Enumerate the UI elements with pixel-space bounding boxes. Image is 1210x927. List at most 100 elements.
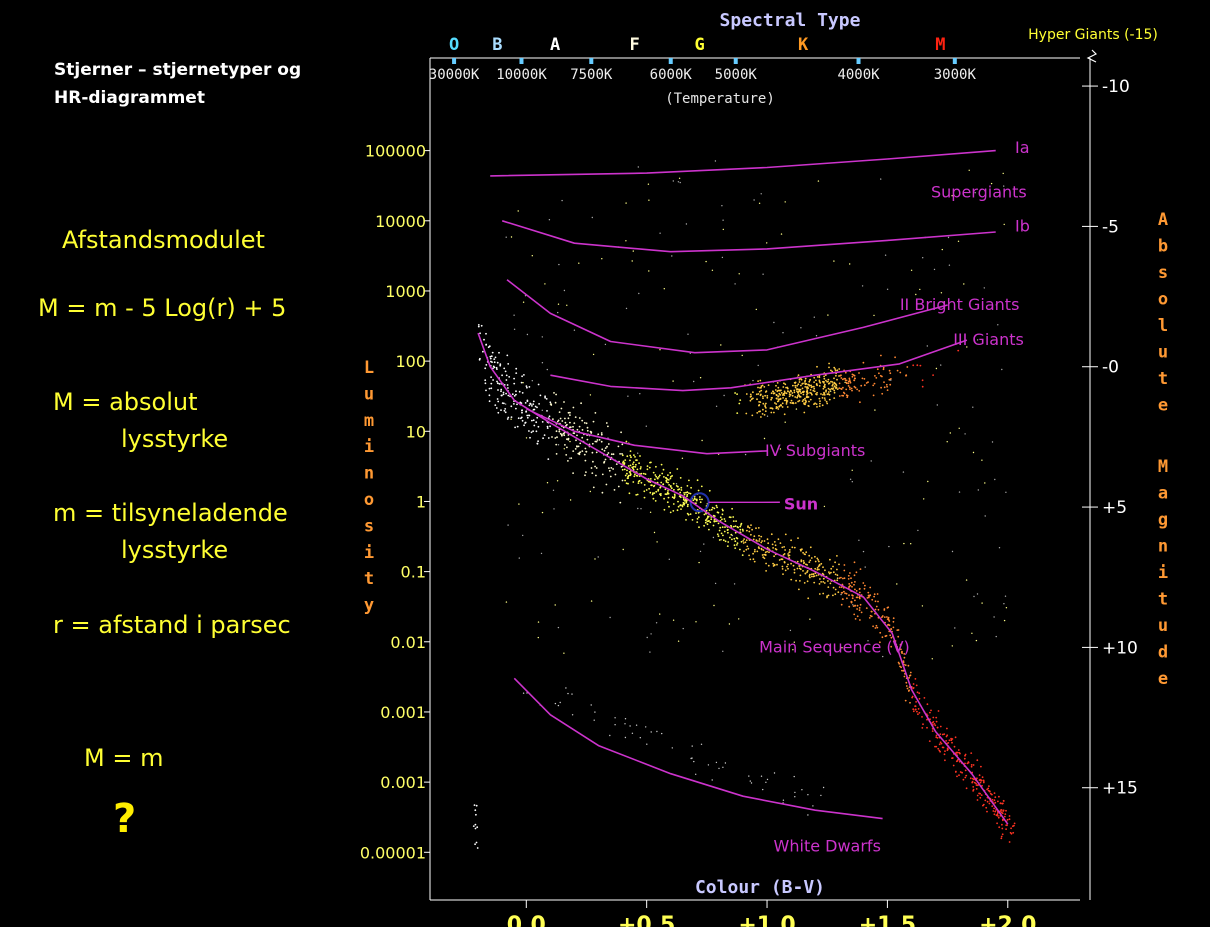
star-dot [774,548,777,550]
star-dot [832,383,834,386]
star-dot [480,324,483,327]
def-apparent-magnitude-2: lysstyrke [121,536,229,564]
star-dot [671,475,673,477]
star-dot [832,594,834,597]
star-dot [1001,833,1004,836]
star-dot [567,692,569,695]
star-dot [805,551,808,554]
star-dot [475,804,478,807]
star-dot [721,513,724,516]
star-dot [528,430,530,432]
star-dot [502,391,505,394]
star-dot [805,390,808,393]
star-dot [608,467,610,469]
star-dot [884,254,887,256]
star-dot [691,757,693,759]
star-dot [713,520,716,523]
star-dot [521,409,523,411]
star-dot [968,169,970,171]
star-dot [783,390,786,393]
star-dot [856,615,859,618]
star-dot [507,394,510,397]
star-dot [569,499,572,501]
star-dot [624,459,627,461]
star-dot [863,378,866,380]
star-dot [843,564,846,566]
star-dot [526,400,529,403]
star-dot [790,578,793,581]
star-dot [773,564,776,566]
star-dot [610,467,613,469]
star-dot [829,388,831,391]
star-dot [649,491,652,494]
star-dot [765,781,767,783]
star-dot [936,726,939,729]
star-dot [890,636,893,639]
star-dot [994,810,997,813]
star-dot [756,550,759,553]
star-dot [711,779,713,781]
star-dot [999,802,1002,805]
star-dot [488,394,491,397]
magnitude-title-letter: n [1158,537,1168,557]
star-dot [745,539,748,542]
star-dot [753,560,756,563]
star-dot [747,525,749,527]
star-dot [507,416,510,419]
star-dot [942,301,944,303]
star-dot [789,401,792,404]
star-dot [736,412,739,414]
star-dot [993,792,996,794]
star-dot [669,511,672,514]
star-dot [772,390,774,393]
star-dot [741,554,744,556]
star-dot [818,564,821,567]
star-dot [708,520,710,522]
star-dot [681,504,683,507]
star-dot [848,594,850,597]
star-dot [1001,368,1003,371]
star-dot [984,482,986,484]
star-dot [978,774,981,777]
star-dot [654,474,657,476]
star-dot [574,448,577,450]
star-dot [975,639,978,642]
star-dot [836,555,838,557]
star-dot [596,439,599,441]
star-dot [521,419,524,422]
star-dot [796,395,799,397]
star-dot [654,478,656,481]
star-dot [829,582,832,585]
star-dot [759,387,761,389]
star-dot [490,376,492,378]
star-dot [748,530,751,533]
star-dot [699,501,702,504]
star-dot [998,795,1000,798]
star-dot [849,263,851,265]
star-dot [629,464,632,467]
star-dot [917,708,920,710]
star-dot [594,558,596,560]
star-dot [546,410,548,412]
star-dot [668,484,670,486]
star-dot [628,492,631,495]
temperature-tick-label: 5000K [715,67,758,83]
star-dot [750,533,752,536]
star-dot [798,565,800,567]
star-dot [571,693,573,695]
star-dot [801,789,803,791]
star-dot [532,419,535,422]
star-dot [783,413,786,416]
star-dot [671,747,673,749]
star-dot [816,406,818,408]
star-dot [695,773,697,775]
star-dot [944,759,946,762]
star-dot [882,366,885,369]
curve-label-sun: Sun [784,494,818,513]
star-dot [613,489,616,491]
star-dot [531,405,533,407]
star-dot [854,599,856,602]
star-dot [820,794,822,797]
star-dot [544,283,546,285]
